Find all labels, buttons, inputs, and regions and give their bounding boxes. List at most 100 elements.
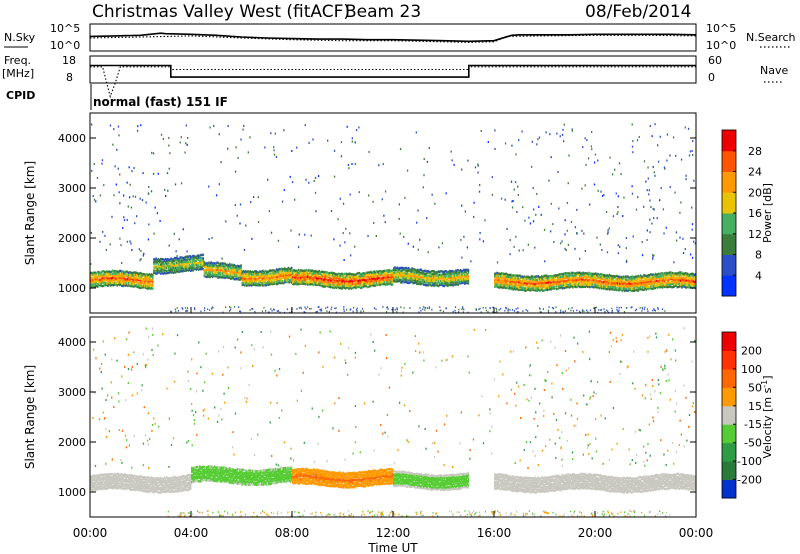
power-ground (478, 308, 480, 311)
power-cell (425, 274, 427, 277)
power-cell (577, 282, 580, 286)
power-cell (104, 276, 107, 280)
power-cell (589, 274, 591, 278)
power-scatter (148, 186, 150, 189)
power-cell (188, 259, 191, 263)
power-cell (366, 282, 369, 285)
power-cell (387, 280, 389, 284)
power-scatter (607, 231, 609, 234)
velocity-cell (107, 486, 109, 490)
power-cell (460, 280, 463, 283)
power-cell (327, 278, 330, 282)
power-cell (104, 273, 107, 276)
power-cell (453, 274, 456, 277)
power-cell (655, 285, 658, 289)
power-colorbar-tick-label: 12 (748, 228, 762, 241)
power-cell (432, 274, 434, 278)
power-cell (325, 271, 327, 274)
power-cell (266, 272, 269, 275)
velocity-cell (138, 475, 140, 479)
power-cell (224, 274, 226, 278)
power-cell (140, 275, 143, 278)
power-cell (119, 276, 122, 280)
power-cell (457, 283, 459, 287)
velocity-cell (164, 477, 167, 481)
power-cell (634, 289, 636, 292)
power-cell (375, 277, 378, 280)
power-cell (257, 276, 260, 280)
power-cell (537, 277, 540, 280)
power-cell (445, 270, 448, 273)
station-title: Christmas Valley West (fitACF) (92, 2, 350, 22)
power-cell (684, 279, 687, 282)
power-scatter (597, 189, 599, 192)
power-cell (213, 271, 216, 275)
power-cell (394, 277, 396, 281)
power-cell (216, 268, 218, 272)
power-cell (643, 279, 645, 283)
power-cell (546, 275, 549, 278)
power-scatter (179, 141, 181, 144)
power-scatter (240, 138, 242, 141)
power-ground (485, 309, 488, 312)
velocity-cell (177, 481, 179, 484)
power-scatter (116, 148, 118, 151)
power-cell (380, 272, 382, 275)
power-cell (598, 286, 601, 290)
nsky-series-1 (89, 34, 697, 43)
power-ground (560, 311, 562, 313)
power-ground (186, 310, 189, 312)
power-cell (599, 286, 602, 289)
power-scatter (131, 170, 133, 173)
power-cell (582, 278, 584, 281)
velocity-cell (126, 479, 129, 482)
power-cell (348, 280, 350, 283)
power-ground (181, 307, 183, 309)
power-scatter (566, 201, 569, 204)
power-ground (382, 306, 384, 308)
power-scatter (584, 137, 586, 140)
power-cell (524, 278, 527, 281)
power-cell (403, 278, 405, 281)
power-cell (270, 280, 272, 284)
power-cell (111, 269, 114, 272)
power-scatter (625, 237, 628, 240)
power-cell (240, 277, 242, 281)
power-scatter (381, 198, 383, 201)
power-cell (497, 285, 500, 289)
power-scatter (538, 136, 541, 139)
power-cell (255, 272, 257, 275)
power-cell (605, 287, 607, 291)
power-cell (528, 280, 531, 283)
power-cell (669, 273, 672, 277)
power-cell (281, 272, 284, 275)
power-cell (241, 282, 244, 285)
power-cell (575, 282, 578, 286)
power-cell (497, 281, 500, 284)
power-cell (106, 279, 108, 282)
power-cell (533, 282, 535, 286)
velocity-cell (133, 479, 136, 482)
power-cell (290, 266, 293, 270)
power-cell (127, 281, 130, 285)
power-cell (251, 273, 254, 276)
power-cell (538, 289, 541, 292)
power-ground (654, 309, 656, 312)
power-cell (293, 271, 295, 275)
power-scatter (618, 162, 621, 165)
power-cell (347, 282, 349, 286)
power-cell (464, 270, 466, 274)
power-cell (328, 282, 331, 286)
power-cell (422, 278, 425, 282)
velocity-cell (189, 478, 192, 482)
power-cell (552, 278, 555, 282)
power-cell (131, 284, 133, 288)
power-cell (607, 274, 610, 277)
power-cell (568, 274, 571, 278)
power-cell (613, 274, 615, 278)
power-cell (149, 287, 152, 290)
power-cell (289, 272, 292, 275)
power-cell (612, 281, 614, 285)
power-cell (234, 278, 237, 281)
power-scatter (571, 129, 573, 132)
